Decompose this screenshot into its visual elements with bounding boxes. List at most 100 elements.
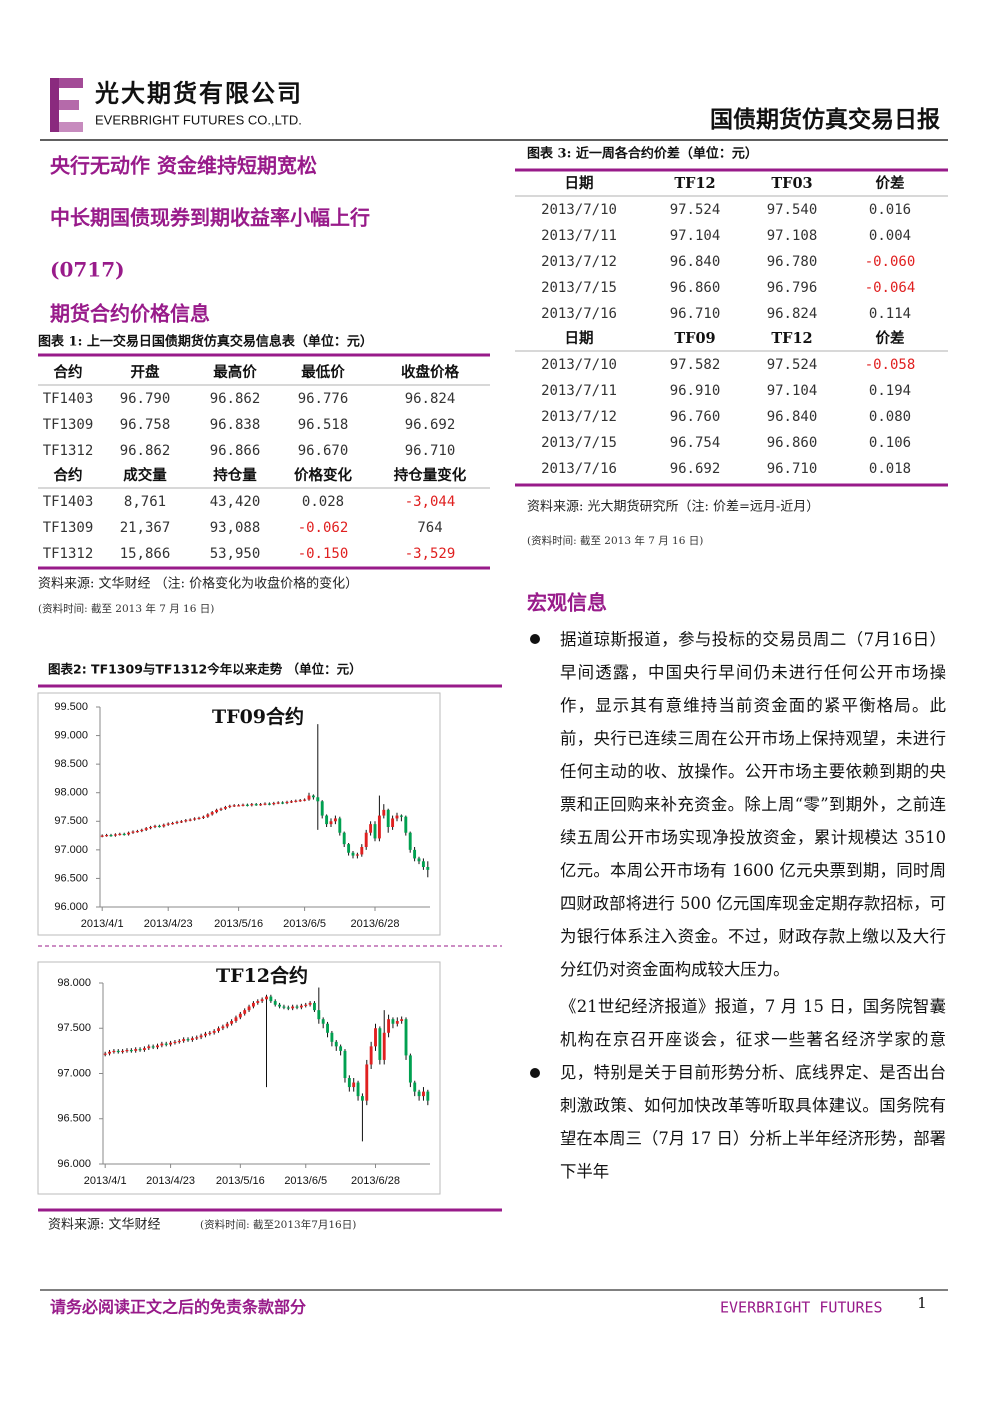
- candle-body: [122, 833, 126, 836]
- table-cell: TF1309: [43, 520, 94, 536]
- candle-body: [217, 1028, 220, 1031]
- table-cell: 2013/7/16: [541, 461, 617, 477]
- table-cell: 0.018: [869, 461, 911, 477]
- candle-body: [160, 1043, 164, 1046]
- y-tick-label: 97.500: [54, 815, 88, 827]
- table-cell: 96.824: [767, 306, 818, 322]
- candle-body: [151, 1046, 155, 1048]
- table-header: TF12: [674, 175, 715, 192]
- candle-body: [330, 1032, 334, 1042]
- candle-body: [250, 804, 254, 806]
- y-tick-label: 99.500: [54, 701, 88, 713]
- y-tick-label: 98.500: [54, 758, 88, 770]
- candle-body: [285, 801, 289, 804]
- table-cell: 96.790: [120, 391, 171, 407]
- candle-body: [134, 1049, 138, 1051]
- candle-body: [184, 820, 188, 822]
- table-cell: -0.064: [865, 280, 916, 296]
- candle-body: [208, 1032, 212, 1034]
- candle-body: [144, 828, 148, 830]
- candle-body: [356, 1082, 360, 1097]
- candle-body: [282, 1006, 286, 1008]
- candle-body: [295, 1006, 299, 1008]
- headline: 央行无动作 资金维持短期宽松: [50, 154, 317, 178]
- candle-body: [267, 803, 271, 805]
- candle-body: [221, 1026, 225, 1029]
- table-cell: 96.910: [670, 383, 721, 399]
- table-header: 日期: [565, 329, 594, 347]
- table-cell: 2013/7/10: [541, 202, 617, 218]
- table-cell: 21,367: [120, 520, 171, 536]
- table-cell: 43,420: [210, 494, 261, 510]
- candle-body: [326, 1023, 329, 1033]
- table-header: TF03: [771, 175, 812, 192]
- candle-body: [116, 1050, 120, 1053]
- candle-body: [369, 1046, 373, 1065]
- y-tick-label: 99.000: [54, 729, 88, 741]
- candle-body: [391, 1019, 395, 1024]
- table-cell: 97.108: [767, 228, 818, 244]
- table-header: 合约: [53, 363, 83, 381]
- table-time: (资料时间: 截至 2013 年 7 月 16 日): [38, 602, 214, 615]
- table-caption: 图表 3: 近一周各合约价差（单位：元）: [527, 146, 758, 162]
- candle-body: [256, 1001, 260, 1003]
- candle-body: [404, 1019, 408, 1056]
- candle-body: [299, 1005, 303, 1008]
- table-cell: 97.104: [767, 383, 818, 399]
- candle-body: [131, 831, 135, 833]
- candle-body: [138, 1049, 142, 1051]
- candle-body: [177, 1040, 181, 1043]
- table-cell: 2013/7/16: [541, 306, 617, 322]
- table-header: 开盘: [131, 363, 160, 381]
- candle-body: [265, 996, 268, 1000]
- table-cell: 96.758: [120, 417, 171, 433]
- candle-body: [127, 832, 131, 835]
- y-tick-label: 98.000: [57, 977, 91, 989]
- candle-body: [175, 821, 179, 824]
- table-header: 持仓量: [213, 466, 257, 484]
- candle-body: [408, 832, 412, 850]
- chart-frame: [37, 961, 441, 1195]
- candle-body: [391, 818, 395, 827]
- table-cell: 96.710: [670, 306, 721, 322]
- table-cell: 97.582: [670, 357, 721, 373]
- table-cell: 93,088: [210, 520, 261, 536]
- table-cell: 96.754: [670, 435, 721, 451]
- bullet: [530, 634, 540, 644]
- table-header: 价差: [876, 329, 905, 347]
- candle-body: [173, 1041, 177, 1044]
- table-header: 日期: [565, 174, 594, 192]
- table-header: 价格变化: [294, 466, 352, 484]
- x-tick-label: 2013/6/28: [351, 918, 400, 930]
- table-time: (资料时间: 截至 2013 年 7 月 16 日): [527, 534, 703, 547]
- candle-body: [230, 1021, 234, 1024]
- headline: 中长期国债现券到期收益率小幅上行: [50, 206, 370, 230]
- logo: [50, 78, 83, 132]
- candle-body: [251, 1002, 255, 1007]
- y-tick-label: 98.000: [54, 787, 88, 799]
- y-tick-label: 97.000: [57, 1067, 91, 1079]
- chart-frame: [37, 692, 441, 936]
- candle-body: [234, 1017, 238, 1022]
- candle-body: [313, 1002, 316, 1011]
- section-title: 宏观信息: [527, 591, 607, 615]
- candle-body: [374, 1028, 377, 1047]
- table-cell: 96.862: [210, 391, 261, 407]
- candle-body: [232, 805, 236, 807]
- candle-body: [228, 805, 232, 808]
- candle-body: [352, 1082, 356, 1088]
- table-cell: -0.060: [865, 254, 916, 270]
- table-cell: 96.838: [210, 417, 261, 433]
- candle-body: [278, 1004, 282, 1007]
- x-tick-label: 2013/5/16: [214, 918, 263, 930]
- candle-body: [118, 833, 122, 836]
- candle-body: [395, 815, 399, 819]
- candle-body: [289, 801, 293, 803]
- candle-body: [182, 1039, 186, 1041]
- table-cell: 96.760: [670, 409, 721, 425]
- table-header: 持仓量变化: [394, 466, 467, 484]
- candle-body: [308, 1002, 312, 1005]
- candle-body: [317, 1010, 321, 1020]
- candle-body: [408, 1055, 412, 1083]
